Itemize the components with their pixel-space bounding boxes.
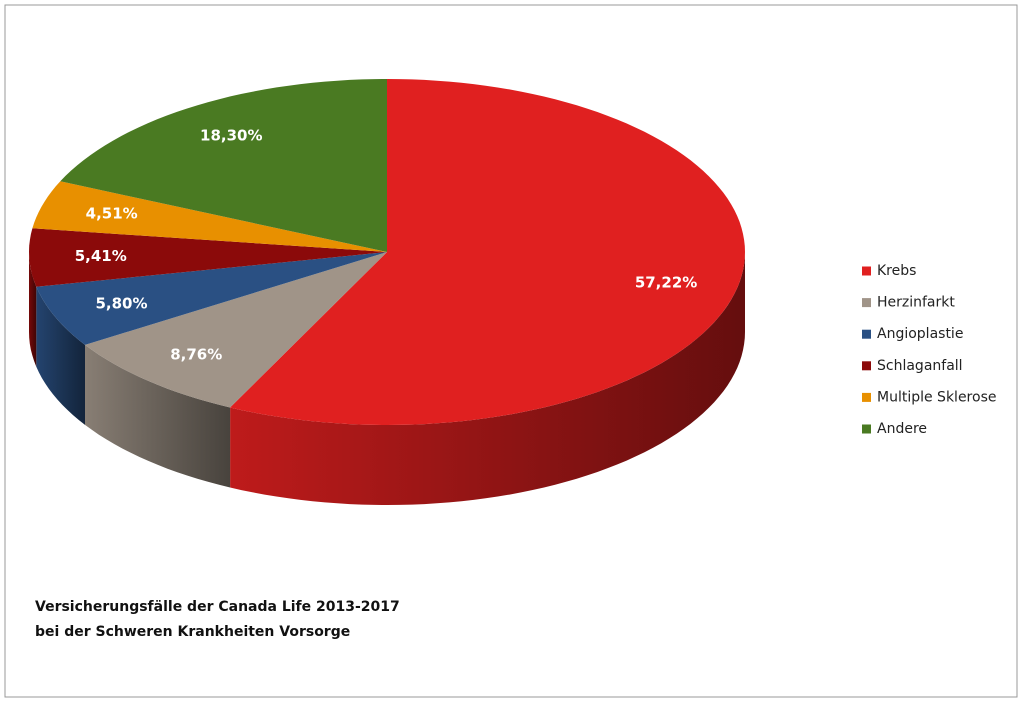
slice — [36, 252, 388, 345]
legend-label: Schlaganfall — [877, 358, 963, 374]
chart-title: Versicherungsfälle der Canada Life 2013-… — [35, 599, 400, 615]
legend-swatch — [862, 424, 871, 434]
legend-swatch — [862, 329, 871, 339]
legend-label: Multiple Sklerose — [877, 389, 996, 405]
legend-label: Andere — [877, 421, 927, 437]
slice-side — [29, 252, 37, 367]
data-label: 5,80% — [95, 294, 147, 312]
slice — [60, 79, 388, 252]
data-label: 18,30% — [200, 126, 262, 144]
pie: 57,22% 8,76% 5,80% 5,41% 4,51% 18,30% — [29, 79, 746, 505]
legend-label: Angioplastie — [877, 326, 963, 342]
legend-swatch — [862, 392, 871, 402]
data-label: 57,22% — [635, 274, 697, 292]
slice — [230, 79, 746, 425]
data-label: 5,41% — [75, 247, 127, 265]
legend: Krebs Herzinfarkt Angioplastie Schlaganfall… — [862, 263, 996, 437]
data-label: 4,51% — [86, 204, 138, 222]
slice — [32, 181, 388, 252]
slice — [29, 228, 387, 287]
data-label: 8,76% — [170, 346, 222, 364]
legend-swatch — [862, 361, 871, 371]
slice — [85, 252, 387, 408]
legend-swatch — [862, 266, 871, 276]
legend-label: Herzinfarkt — [877, 295, 955, 311]
slice-side — [36, 286, 85, 425]
slice-side — [230, 252, 746, 505]
slice-side — [85, 344, 231, 488]
legend-label: Krebs — [877, 263, 916, 279]
legend-swatch — [862, 298, 871, 308]
chart-title: bei der Schweren Krankheiten Vorsorge — [35, 624, 350, 640]
